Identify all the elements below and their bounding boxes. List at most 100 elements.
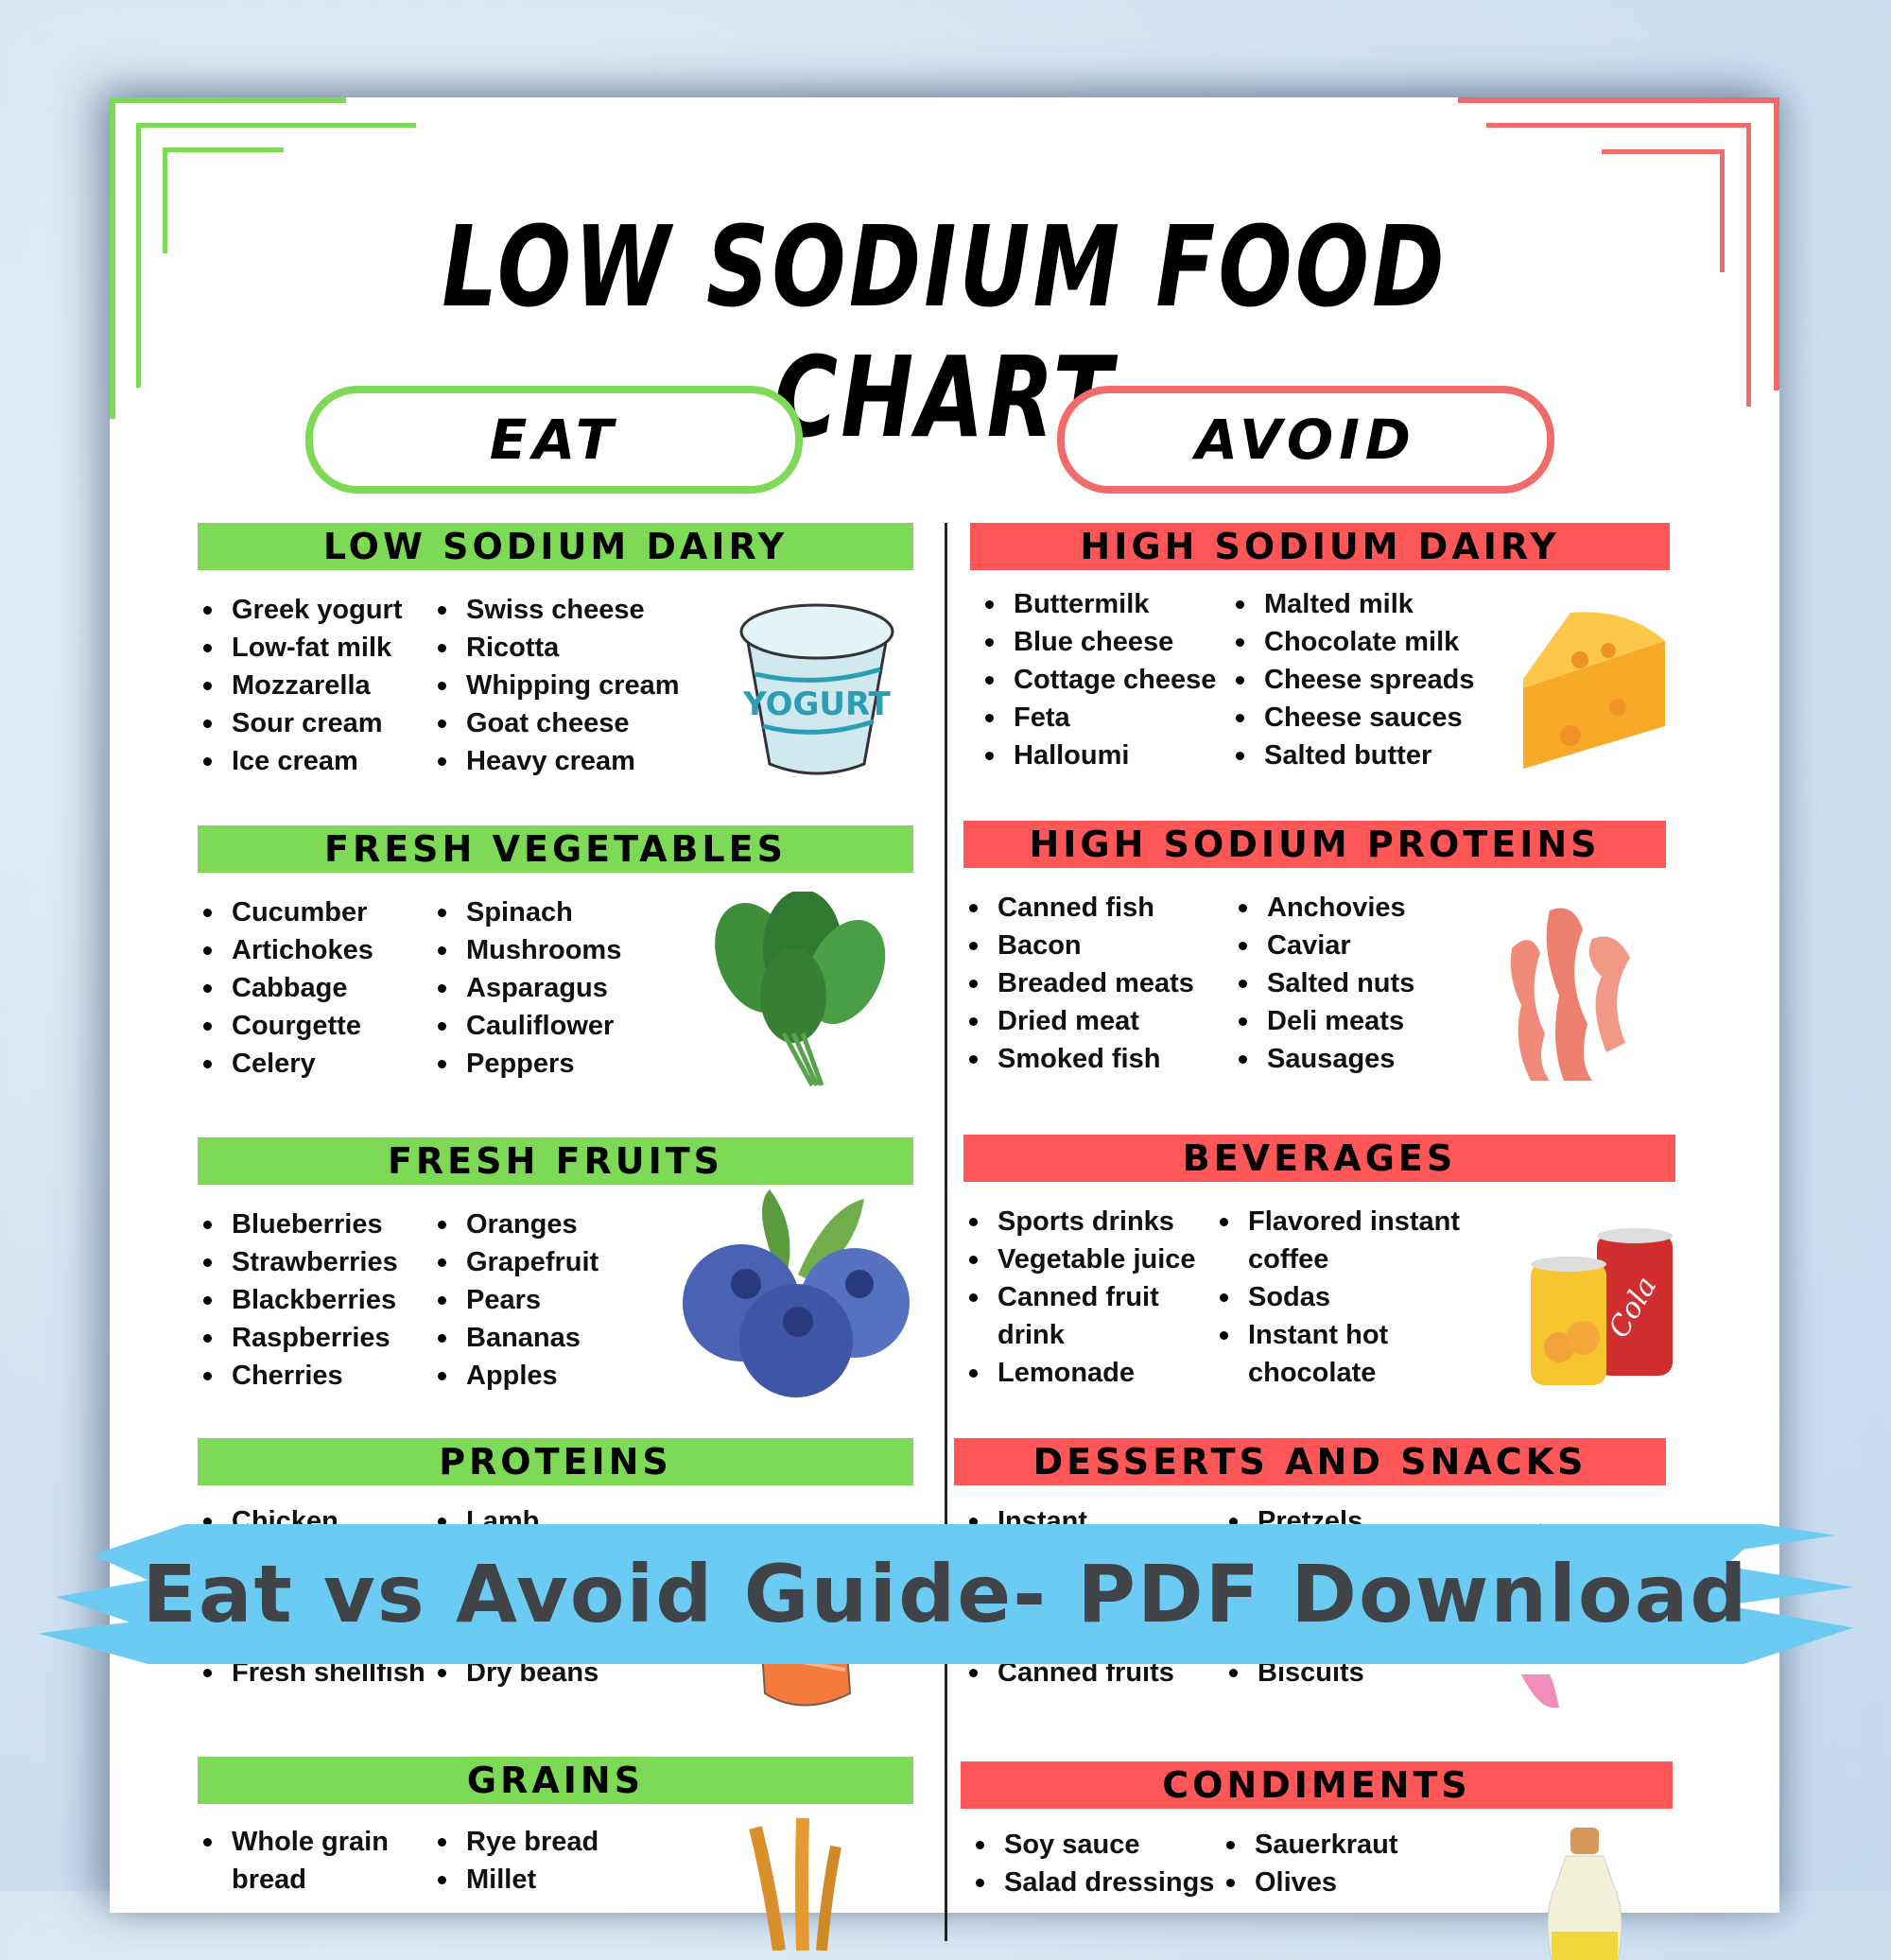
list-item: Blueberries bbox=[198, 1205, 432, 1243]
section-heading: DESSERTS AND SNACKS bbox=[954, 1438, 1666, 1485]
corner-line bbox=[1486, 123, 1751, 128]
corner-line bbox=[1458, 97, 1779, 103]
corner-line bbox=[1720, 149, 1725, 272]
list-item: Cauliflower bbox=[432, 1007, 621, 1045]
list-item: Oranges bbox=[432, 1205, 599, 1243]
list-item: Millet bbox=[432, 1861, 599, 1899]
list-item: Salad dressings bbox=[970, 1864, 1221, 1901]
eat-pill: EAT bbox=[305, 386, 803, 494]
section-heading: HIGH SODIUM DAIRY bbox=[970, 523, 1670, 570]
list-item: Sauerkraut bbox=[1221, 1826, 1398, 1864]
corner-line bbox=[1602, 149, 1725, 154]
list-item: Celery bbox=[198, 1045, 432, 1083]
list-col-2: Oranges Grapefruit Pears Bananas Apples bbox=[432, 1205, 599, 1395]
list-item: Lemonade bbox=[963, 1354, 1214, 1392]
list-item-continued: coffee bbox=[1248, 1244, 1329, 1275]
list-item: Breaded meats bbox=[963, 964, 1233, 1002]
section-grains: GRAINS Whole grain bread Rye bread Mille… bbox=[198, 1757, 913, 1951]
section-condiments: CONDIMENTS Soy sauce Salad dressings Sau… bbox=[961, 1761, 1673, 1960]
list-item: Flavored instant bbox=[1214, 1203, 1460, 1240]
list-item: Halloumi bbox=[980, 737, 1230, 774]
spinach-icon bbox=[715, 892, 886, 1087]
list-item: Whole grain bbox=[198, 1823, 432, 1861]
list-item: Heavy cream bbox=[432, 742, 680, 780]
list-item: Instant hot bbox=[1214, 1316, 1460, 1354]
list-item: Cottage cheese bbox=[980, 661, 1230, 699]
section-heading: HIGH SODIUM PROTEINS bbox=[963, 821, 1666, 868]
list-item: Blackberries bbox=[198, 1281, 432, 1319]
list-item: Mozzarella bbox=[198, 667, 432, 704]
section-fresh-vegetables: FRESH VEGETABLES Cucumber Artichokes Cab… bbox=[198, 825, 913, 1087]
section-heading: FRESH VEGETABLES bbox=[198, 825, 913, 873]
list-item: Ice cream bbox=[198, 742, 432, 780]
list-item: Apples bbox=[432, 1357, 599, 1395]
corner-line bbox=[163, 147, 167, 253]
list-col-2: Swiss cheese Ricotta Whipping cream Goat… bbox=[432, 591, 680, 780]
list-col-2: Flavored instant coffee Sodas Instant ho… bbox=[1214, 1203, 1460, 1392]
section-heading: PROTEINS bbox=[198, 1438, 913, 1485]
wheat-icon bbox=[749, 1817, 841, 1951]
section-low-sodium-dairy: LOW SODIUM DAIRY Greek yogurt Low-fat mi… bbox=[198, 523, 913, 780]
corner-line bbox=[110, 97, 115, 419]
list-col-1: Canned fish Bacon Breaded meats Dried me… bbox=[963, 889, 1233, 1078]
section-beverages: BEVERAGES Sports drinks Vegetable juice … bbox=[963, 1135, 1675, 1392]
list-item: Raspberries bbox=[198, 1319, 432, 1357]
list-item: Cherries bbox=[198, 1357, 432, 1395]
list-item: Canned fish bbox=[963, 889, 1233, 927]
page-title: LOW SODIUM FOOD CHART bbox=[442, 201, 1448, 462]
section-fresh-fruits: FRESH FRUITS Blueberries Strawberries Bl… bbox=[198, 1137, 913, 1397]
list-item-continued: chocolate bbox=[1248, 1358, 1377, 1388]
list-item-continued: bread bbox=[232, 1865, 306, 1895]
list-item: Deli meats bbox=[1233, 1002, 1414, 1040]
list-item: Sausages bbox=[1233, 1040, 1414, 1078]
list-item: Asparagus bbox=[432, 969, 621, 1007]
list-col-1: Blueberries Strawberries Blackberries Ra… bbox=[198, 1205, 432, 1395]
list-item: Peppers bbox=[432, 1045, 621, 1083]
list-item: Smoked fish bbox=[963, 1040, 1233, 1078]
list-item: Malted milk bbox=[1230, 585, 1474, 623]
list-item: Sodas bbox=[1214, 1278, 1460, 1316]
list-item: Strawberries bbox=[198, 1243, 432, 1281]
list-item: Mushrooms bbox=[432, 931, 621, 969]
column-divider bbox=[945, 523, 947, 1941]
yogurt-icon: YOGURT bbox=[739, 603, 894, 775]
list-item: Goat cheese bbox=[432, 704, 680, 742]
list-item: Sour cream bbox=[198, 704, 432, 742]
list-item: Feta bbox=[980, 699, 1230, 737]
cheese-icon bbox=[1523, 612, 1665, 769]
section-heading: BEVERAGES bbox=[963, 1135, 1675, 1182]
oil-bottle-icon bbox=[1547, 1828, 1622, 1960]
list-item: Blue cheese bbox=[980, 623, 1230, 661]
section-high-sodium-dairy: HIGH SODIUM DAIRY Buttermilk Blue cheese… bbox=[970, 523, 1670, 774]
section-heading: FRESH FRUITS bbox=[198, 1137, 913, 1185]
list-col-2: Anchovies Caviar Salted nuts Deli meats … bbox=[1233, 889, 1414, 1078]
list-col-1: Cucumber Artichokes Cabbage Courgette Ce… bbox=[198, 893, 432, 1083]
list-item: Anchovies bbox=[1233, 889, 1414, 927]
section-heading: CONDIMENTS bbox=[961, 1761, 1673, 1809]
avoid-pill: AVOID bbox=[1057, 386, 1554, 494]
list-item: Whipping cream bbox=[432, 667, 680, 704]
list-col-1: Soy sauce Salad dressings bbox=[961, 1826, 1221, 1901]
corner-line bbox=[136, 123, 141, 388]
list-item: Cucumber bbox=[198, 893, 432, 931]
corner-line bbox=[1774, 97, 1779, 390]
svg-text:YOGURT: YOGURT bbox=[742, 685, 891, 723]
list-item: Vegetable juice bbox=[963, 1240, 1214, 1278]
section-heading: LOW SODIUM DAIRY bbox=[198, 523, 913, 570]
corner-line bbox=[163, 147, 284, 152]
list-item: Grapefruit bbox=[432, 1243, 599, 1281]
list-item: Chocolate milk bbox=[1230, 623, 1474, 661]
list-col-1: Buttermilk Blue cheese Cottage cheese Fe… bbox=[970, 585, 1230, 774]
list-item: Sports drinks bbox=[963, 1203, 1214, 1240]
list-col-2: Rye bread Millet bbox=[432, 1823, 599, 1899]
list-col-1: Whole grain bread bbox=[198, 1823, 432, 1899]
list-item: Pears bbox=[432, 1281, 599, 1319]
list-col-2: Malted milk Chocolate milk Cheese spread… bbox=[1230, 585, 1474, 774]
corner-line bbox=[110, 97, 346, 103]
list-col-2: Sauerkraut Olives bbox=[1221, 1826, 1398, 1901]
section-desserts-and-snacks: DESSERTS AND SNACKS Instant Canned fruit… bbox=[954, 1438, 1666, 1708]
list-item: Cheese spreads bbox=[1230, 661, 1474, 699]
list-item: Greek yogurt bbox=[198, 591, 432, 629]
list-item: Salted butter bbox=[1230, 737, 1474, 774]
avoid-label: AVOID bbox=[1195, 408, 1416, 472]
